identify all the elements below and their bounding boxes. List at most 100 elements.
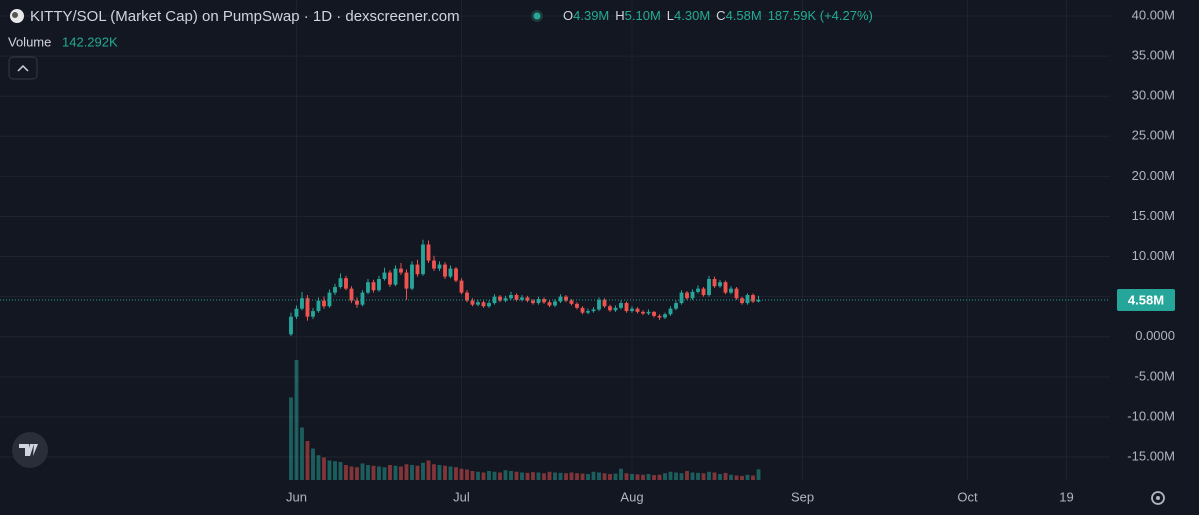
x-tick-label: Oct [957,489,978,504]
volume-bar [657,474,662,480]
volume-bar [410,465,414,480]
candle-body [300,298,304,309]
candle-body [586,311,590,313]
candle-body [674,303,678,309]
volume-bar [393,465,398,480]
volume-bar [344,465,348,480]
volume-bar [404,464,409,480]
volume-bar [366,465,370,480]
ohlc-key: H [615,8,624,23]
volume-bar [355,467,359,480]
candle-body [685,292,689,299]
volume-bar [437,465,442,480]
last-price-label: 4.58M [1128,292,1164,307]
volume-bar [443,465,447,480]
volume-bar [569,472,574,480]
volume-bar [712,472,717,480]
volume-bar [756,469,761,480]
change-value: 187.59K (+4.27%) [768,8,873,23]
x-tick-label: Jun [286,489,307,504]
volume-bars [289,360,761,480]
candle-body [322,300,326,307]
candle-body [498,296,502,301]
volume-bar [349,466,354,480]
volume-bar [591,471,596,480]
volume-bar [547,471,552,480]
candle-body [652,311,656,316]
y-tick-label: 10.00M [1132,248,1175,263]
candle-body [393,268,398,285]
candle-body [630,308,634,312]
candle-body [338,278,343,288]
volume-bar [492,471,497,480]
volume-bar [525,472,530,480]
volume-bar [564,473,568,480]
y-tick-label: 30.00M [1132,88,1175,103]
candle-body [509,295,513,299]
candle-body [349,288,354,301]
candle-body [404,272,409,289]
candle-body [355,300,359,305]
x-tick-label: Aug [620,489,643,504]
volume-bar [536,472,541,480]
candle-body [399,268,403,273]
candle-body [707,279,711,296]
volume-bar [432,464,436,480]
grid [0,0,1110,480]
candle-body [641,311,645,314]
volume-bar [465,469,469,480]
volume-bar [426,460,431,480]
volume-bar [509,471,513,480]
token-icon-detail [12,12,18,18]
candle-body [454,268,458,281]
collapse-button[interactable] [8,56,38,80]
volume-bar [751,475,755,480]
volume-bar [481,472,486,480]
candle-body [426,244,431,261]
candles [289,239,761,336]
candle-body [542,299,546,303]
tv-logo[interactable] [12,432,48,468]
volume-bar [707,471,711,480]
candle-body [646,311,651,314]
candle-body [360,292,365,305]
volume-bar [580,473,585,480]
candle-body [624,303,629,312]
y-tick-label: 0.0000 [1135,328,1175,343]
candle-body [613,307,618,311]
volume-bar [690,472,695,480]
volume-bar [520,472,524,480]
settings-button[interactable] [1151,491,1165,505]
candle-body [668,308,673,315]
candle-body [311,311,315,317]
y-tick-label: 20.00M [1132,168,1175,183]
volume-bar [470,471,475,480]
volume-bar [360,463,365,480]
candle-body [520,297,524,300]
volume-title: Volume [8,34,51,49]
ohlc-value: 4.39M [573,8,609,23]
y-tick-label: -5.00M [1135,368,1175,383]
candle-body [421,244,425,275]
volume-bar [740,475,744,480]
collapse-icon [17,64,29,72]
volume-bar [696,472,700,480]
volume-bar [421,462,425,480]
volume-bar [454,467,458,480]
candle-body [751,295,755,302]
candle-body [492,296,497,304]
volume-bar [734,475,739,480]
candle-body [740,298,744,304]
candle-body [569,300,574,304]
volume-bar [679,473,684,480]
candle-body [553,301,557,306]
candle-body [718,282,722,287]
ohlc-legend: O4.39M H5.10M L4.30M C4.58M 187.59K (+4.27%) [563,8,873,23]
candle-body [547,302,552,306]
volume-bar [498,472,502,480]
candle-body [410,264,414,289]
ohlc-key: C [716,8,725,23]
volume-bar [663,473,667,480]
candle-body [503,298,508,301]
candle-body [487,303,491,307]
